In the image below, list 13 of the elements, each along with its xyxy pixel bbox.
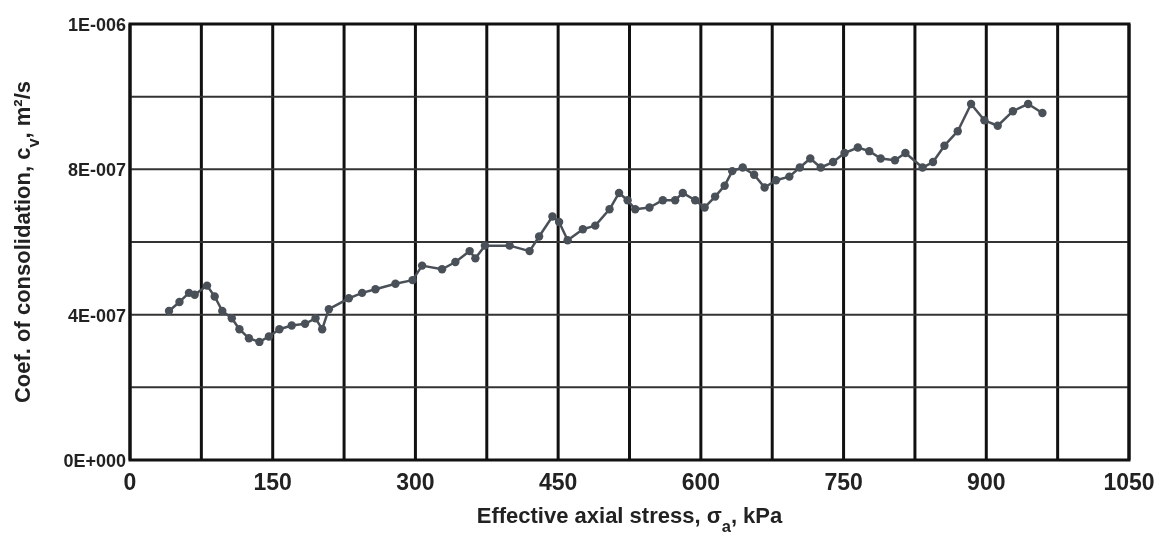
y-tick-label: 8E-007: [67, 160, 126, 181]
y-tick-label: 4E-007: [67, 305, 126, 326]
x-tick-label: 750: [824, 469, 863, 495]
x-tick-label: 150: [253, 469, 292, 495]
x-tick-label: 900: [967, 469, 1006, 495]
x-tick-label: 0: [123, 469, 137, 495]
x-tick-label: 600: [681, 469, 721, 495]
x-tick-label: 450: [538, 469, 578, 495]
x-tick-label: 300: [396, 469, 435, 495]
y-tick-label: 0E+000: [63, 451, 126, 471]
y-tick-label: 1E-006: [67, 15, 126, 35]
x-tick-label: 1050: [1103, 469, 1155, 495]
x-axis-title: Effective axial stress, σ$_{a}$, kPa: [476, 503, 784, 535]
